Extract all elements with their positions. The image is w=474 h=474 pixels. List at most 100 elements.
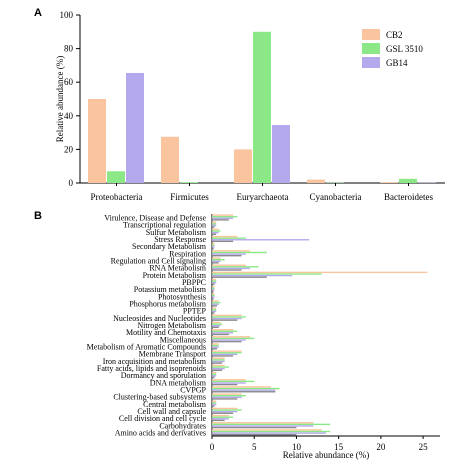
bar-gb14 xyxy=(212,425,314,427)
legend-swatch xyxy=(362,43,380,54)
category-label: Virulence, Disease and Defense xyxy=(104,214,206,223)
bar-gsl-3510 xyxy=(212,251,267,254)
bar-cb2 xyxy=(212,386,272,388)
panel-a: A 0 20 40 60 80 100 Relative abundance (%) Prot… xyxy=(34,7,445,202)
panel-b: B 0 5 10 15 20 25 Relative abundance (%) Virule… xyxy=(34,210,440,460)
bar-gb14 xyxy=(212,432,326,434)
bar-gb14 xyxy=(212,296,215,298)
bar-gsl-3510 xyxy=(212,309,217,311)
bar-other xyxy=(212,355,234,357)
bar-gb14 xyxy=(212,224,217,227)
bar-other xyxy=(212,340,242,343)
bar-gsl-3510 xyxy=(212,366,229,368)
category-label: Nitrogen Metabolism xyxy=(137,321,206,330)
bar-gb14 xyxy=(212,310,217,313)
bar-gb14 xyxy=(212,403,217,406)
bar-gsl-3510 xyxy=(212,323,223,325)
bar-other xyxy=(212,362,223,364)
bar-other xyxy=(212,419,225,422)
category-label: Potassium metabolism xyxy=(134,285,207,294)
bar-gb14 xyxy=(212,346,219,348)
y-tick-label: 80 xyxy=(64,44,74,54)
bar-other xyxy=(212,426,297,429)
bar-gb14 xyxy=(212,303,219,305)
bar-cb2 xyxy=(212,321,221,324)
x-tick-label: 15 xyxy=(334,442,344,452)
category-label: Photosynthesis xyxy=(158,292,206,301)
legend-swatch xyxy=(362,29,380,40)
legend-label: GSL 3510 xyxy=(386,44,423,54)
x-tick-label: Proteobacteria xyxy=(91,192,143,202)
bar-cb2-firmicutes xyxy=(161,136,179,183)
category-label: Cell wall and capsule xyxy=(137,407,206,416)
bar-other xyxy=(212,398,238,400)
bar-cb2 xyxy=(212,314,242,317)
y-axis-label: Relative abundance (%) xyxy=(55,56,65,142)
bar-cb2 xyxy=(212,343,219,345)
y-tick-label: 40 xyxy=(64,111,74,121)
x-tick-label: 25 xyxy=(419,442,429,452)
bar-other xyxy=(212,434,297,436)
bar-cb2 xyxy=(212,228,219,231)
bar-other xyxy=(212,297,214,300)
bar-gsl-3510 xyxy=(212,223,217,225)
bar-cb2 xyxy=(212,271,428,274)
bar-other xyxy=(212,312,215,314)
category-label: Clustering-based subsystems xyxy=(113,393,206,402)
legend-label: CB2 xyxy=(386,30,403,40)
bar-gb14 xyxy=(212,332,234,334)
bar-cb2 xyxy=(212,414,229,417)
bar-other xyxy=(212,333,229,336)
y-tick-label: 20 xyxy=(64,144,74,154)
x-tick-label: 5 xyxy=(252,442,257,452)
bar-cb2 xyxy=(212,350,242,352)
bar-other xyxy=(212,283,215,286)
bar-gb14 xyxy=(212,396,242,399)
bar-gb14-euryarchaeota xyxy=(272,125,290,183)
bar-gsl-3510 xyxy=(212,409,242,411)
bar-other xyxy=(212,290,214,293)
bar-gsl-3510 xyxy=(212,395,246,397)
bar-cb2 xyxy=(212,393,242,395)
bar-gb14 xyxy=(212,267,250,270)
x-axis-label: Relative abundance (%) xyxy=(283,450,369,460)
category-label: Carbohydrates xyxy=(159,421,206,430)
category-label: DNA metabolism xyxy=(150,378,207,387)
bar-cb2 xyxy=(212,371,217,374)
bar-gsl-3510-proteobacteria xyxy=(107,171,125,183)
bar-other xyxy=(212,391,276,393)
bar-gb14 xyxy=(212,367,225,370)
bar-gsl-3510 xyxy=(212,237,246,239)
y-tick-label: 60 xyxy=(64,77,74,87)
bar-gb14 xyxy=(212,325,221,327)
bar-cb2 xyxy=(212,336,250,338)
category-label: CVPGP xyxy=(180,385,206,394)
bar-cb2 xyxy=(212,379,246,381)
bar-gsl-3510 xyxy=(212,266,259,268)
bar-cb2 xyxy=(212,243,215,245)
category-label: Regulation and Cell signaling xyxy=(111,257,206,266)
bar-gb14 xyxy=(212,289,215,291)
legend-swatch xyxy=(362,57,380,68)
category-label: Motility and Chemotaxis xyxy=(126,328,206,337)
category-label: Nucleosides and Nucleotides xyxy=(113,314,206,323)
category-label: Secondary Metabolism xyxy=(132,242,207,251)
bar-gb14 xyxy=(212,231,219,234)
bar-gb14 xyxy=(212,282,217,284)
category-label: PBPPC xyxy=(182,278,206,287)
bar-gb14 xyxy=(212,389,276,391)
bar-other xyxy=(212,383,238,386)
bar-gb14 xyxy=(212,274,293,277)
bar-other xyxy=(212,233,217,235)
x-tick-label: 20 xyxy=(376,442,386,452)
bar-gsl-3510-euryarchaeota xyxy=(253,31,271,183)
bar-cb2 xyxy=(212,364,225,367)
category-label: Central metabolism xyxy=(143,400,207,409)
bar-gsl-3510 xyxy=(212,301,221,304)
bar-other xyxy=(212,226,215,228)
bar-gb14 xyxy=(212,217,234,219)
category-label: Amino acids and derivatives xyxy=(115,428,206,437)
bar-cb2-bacteroidetes xyxy=(380,182,398,183)
bar-gsl-3510 xyxy=(212,423,331,426)
bar-other xyxy=(212,319,238,321)
